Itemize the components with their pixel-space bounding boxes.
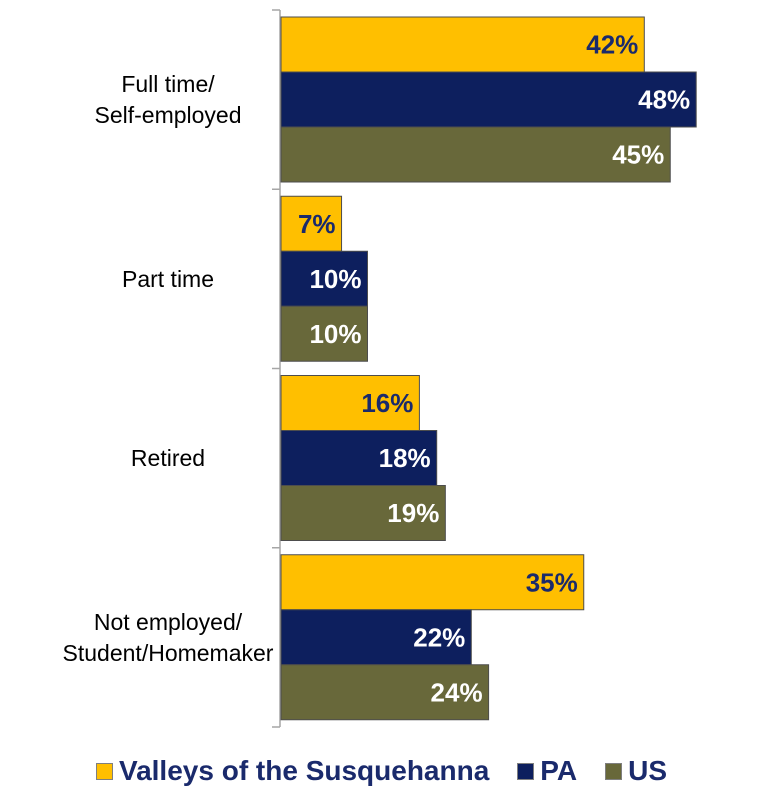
legend-swatch [605, 762, 623, 780]
category-label-line: Part time [122, 266, 214, 292]
data-label: 10% [309, 319, 361, 349]
bar [280, 71, 697, 128]
data-label: 42% [586, 30, 638, 60]
bar [280, 430, 438, 486]
category-label: Retired [131, 445, 205, 471]
legend-item: PA [517, 755, 577, 787]
data-label: 35% [526, 567, 578, 597]
legend-item: Valleys of the Susquehanna [95, 755, 490, 787]
category-label-line: Full time/ [121, 71, 215, 97]
category-label-line: Not employed/ [94, 609, 243, 635]
category-label-line: Self-employed [94, 102, 241, 128]
legend: Valleys of the Susquehanna PA US [0, 752, 763, 790]
data-label: 10% [309, 264, 361, 294]
data-label: 16% [361, 388, 413, 418]
legend-item: US [605, 755, 667, 787]
data-label: 7% [298, 209, 336, 239]
legend-label: US [628, 755, 668, 786]
category-label-line: Retired [131, 445, 205, 471]
data-label: 18% [379, 443, 431, 473]
bar [280, 250, 368, 307]
category-label: Not employed/Student/Homemaker [63, 609, 274, 666]
data-label: 24% [431, 677, 483, 707]
bar [280, 375, 420, 431]
labels: Full time/Self-employed 42%48% 45% Part tim… [63, 30, 691, 708]
bar [280, 485, 446, 541]
category-label: Part time [122, 266, 214, 292]
category-label: Full time/Self-employed [94, 71, 241, 128]
legend-swatch [517, 762, 535, 780]
bar [280, 126, 671, 183]
legend-label: PA [540, 755, 578, 786]
bar [280, 305, 368, 362]
bars [280, 16, 697, 721]
bar [280, 609, 472, 666]
category-label-line: Student/Homemaker [63, 640, 274, 666]
bar [280, 195, 343, 252]
data-label: 22% [413, 622, 465, 652]
data-label: 48% [638, 85, 690, 115]
bar [280, 664, 490, 721]
legend-label: Valleys of the Susquehanna [118, 755, 490, 786]
data-label: 45% [612, 140, 664, 170]
legend-swatch [95, 762, 113, 780]
category-axis [272, 9, 281, 728]
data-label: 19% [387, 498, 439, 528]
